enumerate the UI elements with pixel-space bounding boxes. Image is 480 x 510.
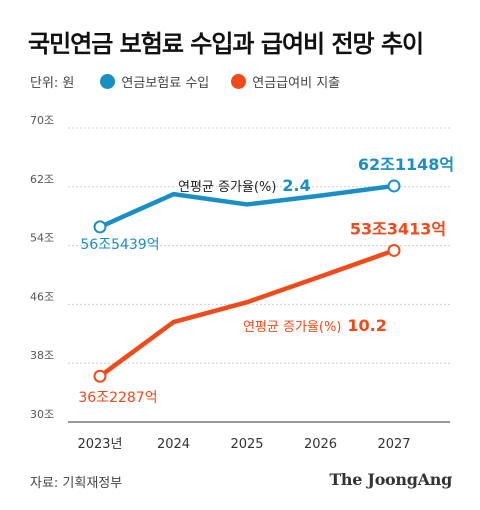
data-label: 62조1148억: [358, 155, 454, 174]
legend-dot-revenue: [100, 74, 116, 89]
y-tick-label: 38조: [30, 349, 54, 362]
start-point-marker: [93, 369, 107, 383]
data-label: 53조3413억: [350, 219, 446, 238]
source-label: 자료: 기획재정부: [30, 476, 123, 491]
legend-item-expense: 연금급여비 지출: [231, 72, 340, 91]
start-point-marker: [93, 220, 107, 234]
revenue-growth-label: 연평균 증가율(%): [178, 180, 277, 195]
legend-dot-expense: [231, 74, 247, 89]
brand-logo: The JoongAng: [329, 470, 452, 489]
y-tick-label: 30조: [30, 408, 54, 421]
x-tick-label: 2024: [157, 437, 190, 452]
x-tick-label: 2026: [304, 437, 337, 452]
revenue-growth-annotation: 연평균 증가율(%) 2.4: [178, 176, 311, 195]
series-line-1: [97, 248, 397, 379]
expense-growth-value: 10.2: [347, 316, 387, 335]
series-line-0: [97, 183, 397, 230]
line-chart: 30조 38조 46조 54조 62조 70조 2023년 2024 2025 2026 2027 5…: [30, 114, 454, 452]
x-tick-label: 2027: [377, 437, 410, 452]
legend-item-revenue: 연금보험료 수입: [100, 72, 209, 91]
y-tick-label: 62조: [30, 173, 54, 186]
end-point-marker: [387, 243, 401, 257]
end-point-marker: [387, 179, 401, 193]
y-tick-label: 46조: [30, 290, 54, 303]
data-label: 36조2287억: [78, 390, 157, 406]
y-tick-label: 54조: [30, 232, 54, 245]
legend-label-expense: 연금급여비 지출: [252, 76, 341, 91]
y-tick-label: 70조: [30, 114, 54, 127]
chart-title: 국민연금 보험료 수입과 급여비 전망 추이: [28, 30, 424, 58]
revenue-growth-value: 2.4: [282, 176, 311, 195]
x-tick-label: 2023년: [77, 437, 122, 452]
legend: 단위: 원 연금보험료 수입 연금급여비 지출: [30, 72, 362, 91]
expense-growth-label: 연평균 증가율(%): [243, 320, 342, 335]
expense-growth-annotation: 연평균 증가율(%) 10.2: [243, 316, 387, 335]
x-tick-label: 2025: [230, 437, 263, 452]
data-label: 56조5439억: [80, 237, 159, 253]
unit-label: 단위: 원: [30, 76, 75, 91]
legend-label-revenue: 연금보험료 수입: [121, 76, 210, 91]
